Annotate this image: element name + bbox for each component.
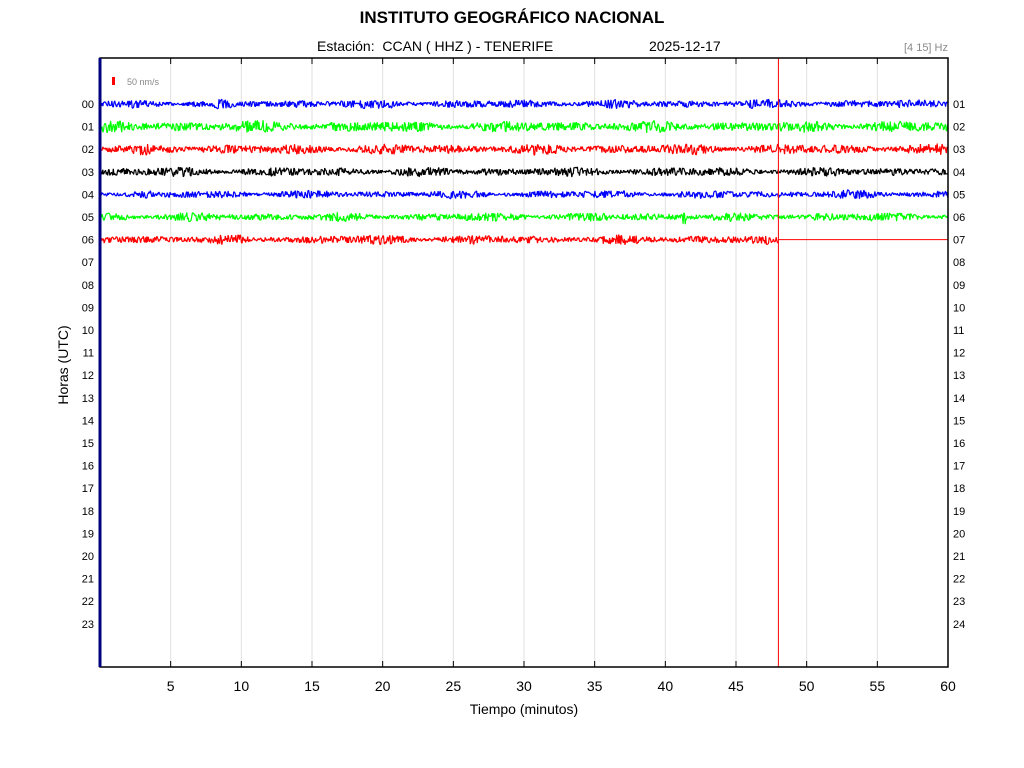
- x-axis-title: Tiempo (minutos): [470, 701, 578, 717]
- y-axis-title: Horas (UTC): [55, 325, 71, 404]
- trace-layer: [99, 98, 949, 246]
- x-tick-label: 50: [799, 678, 815, 694]
- hour-label-left: 17: [82, 483, 94, 495]
- x-tick-label: 5: [167, 678, 175, 694]
- trace-hour-01: [99, 120, 949, 134]
- trace-hour-00: [99, 98, 949, 110]
- scale-label: 50 nm/s: [127, 77, 160, 87]
- x-tick-label: 60: [940, 678, 956, 694]
- hour-label-right: 10: [953, 302, 965, 314]
- hour-label-right: 03: [953, 144, 965, 156]
- hour-label-left: 00: [82, 99, 94, 111]
- hour-label-right: 09: [953, 280, 965, 292]
- hour-label-right: 04: [953, 167, 965, 179]
- hour-label-left: 10: [82, 325, 94, 337]
- hour-label-right: 24: [953, 619, 965, 631]
- x-tick-label: 30: [516, 678, 532, 694]
- hour-label-left: 05: [82, 212, 94, 224]
- hour-label-right: 01: [953, 99, 965, 111]
- hour-label-left: 02: [82, 144, 94, 156]
- hour-label-right: 11: [953, 325, 964, 337]
- hour-label-right: 20: [953, 528, 965, 540]
- marker-layer: [777, 58, 948, 667]
- hour-label-right: 07: [953, 235, 965, 247]
- hour-label-left: 16: [82, 461, 94, 473]
- x-tick-label: 55: [870, 678, 886, 694]
- hour-label-left: 22: [82, 596, 94, 608]
- trace-hour-02: [99, 143, 949, 156]
- hour-label-left: 03: [82, 167, 94, 179]
- x-tick-label: 35: [587, 678, 603, 694]
- hour-label-left: 21: [82, 574, 94, 586]
- x-tick-label: 25: [446, 678, 462, 694]
- hour-label-right: 05: [953, 189, 965, 201]
- hour-label-right: 13: [953, 370, 965, 382]
- hour-label-left: 07: [82, 257, 94, 269]
- hour-label-left: 18: [82, 506, 94, 518]
- label-layer: 5 10 15 20 25 30 35 40 45 50 55 60 Tiempo (minutos) H…: [55, 58, 965, 717]
- filter-band-label: [4 15] Hz: [903, 42, 948, 54]
- chart-date: 2025-12-17: [649, 38, 721, 54]
- trace-hour-03: [99, 166, 948, 178]
- hour-label-left: 06: [82, 235, 94, 247]
- hour-label-right: 02: [953, 122, 965, 134]
- hour-label-right: 14: [953, 393, 965, 405]
- hour-label-left: 13: [82, 393, 94, 405]
- hour-label-left: 12: [82, 370, 94, 382]
- x-tick-label: 20: [375, 678, 391, 694]
- hour-label-left: 20: [82, 551, 94, 563]
- x-tick-label: 15: [304, 678, 320, 694]
- trace-hour-06: [99, 234, 779, 246]
- hour-label-left: 08: [82, 280, 94, 292]
- hour-label-right: 22: [953, 574, 965, 586]
- hour-label-left: 14: [82, 415, 94, 427]
- hour-label-left: 19: [82, 528, 94, 540]
- hour-label-left: 04: [82, 189, 94, 201]
- hour-label-right: 12: [953, 348, 965, 360]
- hour-label-right: 16: [953, 438, 965, 450]
- hour-label-right: 23: [953, 596, 965, 608]
- hour-label-left: 01: [82, 122, 94, 134]
- hour-label-left: 23: [82, 619, 94, 631]
- hour-label-right: 19: [953, 506, 965, 518]
- hour-label-left: 09: [82, 302, 94, 314]
- x-tick-label: 10: [234, 678, 250, 694]
- grid-layer: [170, 58, 949, 667]
- hour-label-right: 17: [953, 461, 965, 473]
- hour-label-right: 08: [953, 257, 965, 269]
- hour-label-right: 21: [953, 551, 965, 563]
- hour-label-right: 18: [953, 483, 965, 495]
- x-tick-label: 45: [728, 678, 744, 694]
- hour-label-left: 11: [83, 348, 94, 360]
- hour-label-left: 15: [82, 438, 94, 450]
- scale-bar: [112, 77, 115, 85]
- hour-label-right: 06: [953, 212, 965, 224]
- trace-hour-05: [99, 212, 949, 225]
- hour-label-right: 15: [953, 415, 965, 427]
- chart-title: INSTITUTO GEOGRÁFICO NACIONAL: [359, 8, 665, 27]
- x-tick-label: 40: [658, 678, 674, 694]
- station-label: Estación: CCAN ( HHZ ) - TENERIFE: [317, 38, 554, 54]
- trace-hour-04: [99, 189, 949, 200]
